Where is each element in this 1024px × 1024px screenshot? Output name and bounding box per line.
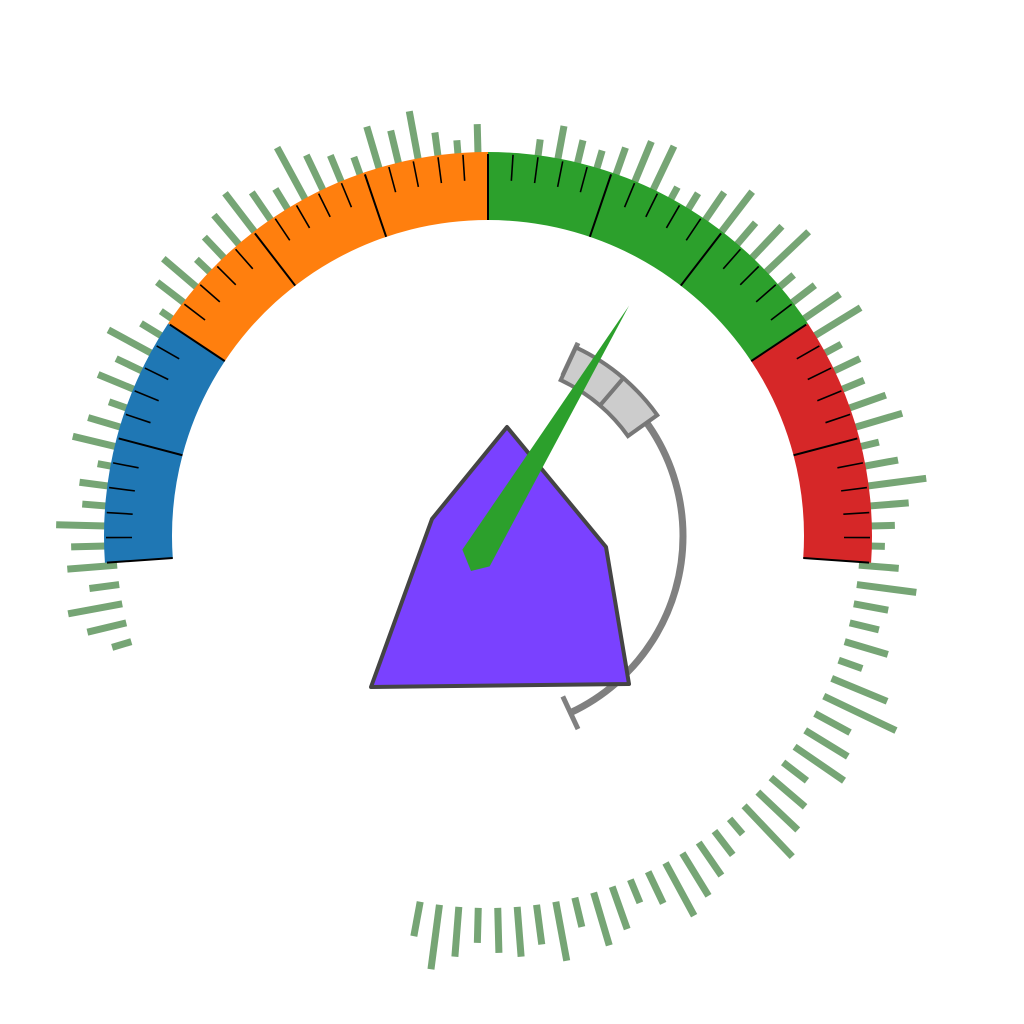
radial-bar [630,880,640,903]
radial-bar [845,642,888,655]
radial-bar [89,585,119,589]
radial-bar [575,898,582,927]
radial-bar [477,908,478,943]
radial-bar [648,872,663,904]
radial-bar [839,660,863,668]
gauge-band [488,152,808,361]
radial-bar [714,831,732,855]
radial-bar [699,843,722,876]
radial-bar [68,604,122,614]
radial-bar [556,902,567,961]
radial-bar [771,778,805,807]
radial-bar [850,623,879,630]
radial-bar [783,762,807,780]
radial-bar [859,565,899,568]
radial-bar [832,678,887,701]
radial-bar [537,905,542,945]
radial-bar [455,907,459,957]
polygon-layer [371,427,629,687]
radial-bar [805,730,848,756]
radial-bar [682,853,708,896]
radial-bar [112,642,131,648]
radial-bar [498,908,499,953]
radial-bar [67,565,117,569]
radial-bar [612,887,627,929]
radial-bar [431,905,439,969]
radial-bar [815,714,850,733]
radial-bar [857,585,916,593]
radial-bar [730,819,743,834]
polygon-shape [371,427,629,687]
radial-bar [517,907,521,957]
radial-bar [414,902,420,936]
gauge-band [168,152,488,361]
radial-bar [854,604,888,610]
radial-bar [87,623,126,632]
radial-bar [594,893,610,946]
